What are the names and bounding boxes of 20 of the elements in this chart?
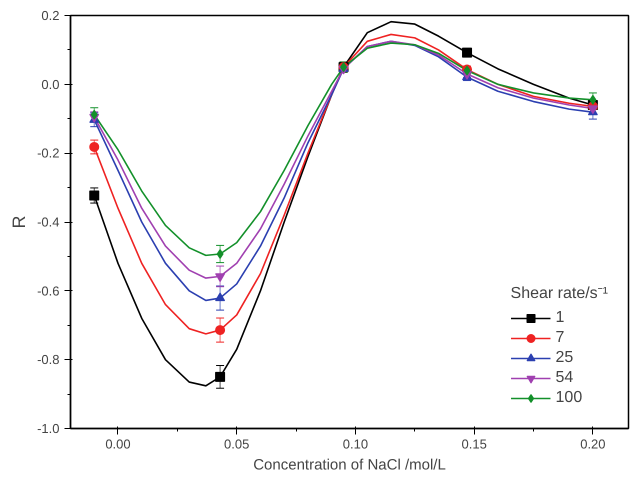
y-tick-label: -0.6 <box>37 283 60 298</box>
x-tick-label: 0.20 <box>580 436 606 452</box>
y-axis-title: R <box>9 216 30 228</box>
y-tick-label: 0.2 <box>41 8 60 23</box>
y-tick-label: 0.0 <box>41 76 60 92</box>
legend-label: 54 <box>556 369 574 387</box>
x-tick-label: 0.10 <box>342 436 368 452</box>
legend-title: Shear rate/s⁻¹ <box>510 284 608 303</box>
y-tick-label: -0.8 <box>37 352 60 368</box>
y-tick-label: -0.4 <box>37 214 60 230</box>
legend-label: 25 <box>556 349 574 367</box>
x-tick-label: 0.00 <box>105 436 131 452</box>
legend-label: 100 <box>556 389 582 407</box>
y-tick-label: -1.0 <box>37 421 60 436</box>
legend-label: 1 <box>556 309 566 327</box>
x-axis-title: Concentration of NaCl /mol/L <box>253 456 446 474</box>
y-tick-label: -0.2 <box>37 146 60 161</box>
legend-label: 7 <box>556 329 566 347</box>
x-tick-label: 0.15 <box>462 436 487 452</box>
x-tick-label: 0.05 <box>224 436 250 452</box>
